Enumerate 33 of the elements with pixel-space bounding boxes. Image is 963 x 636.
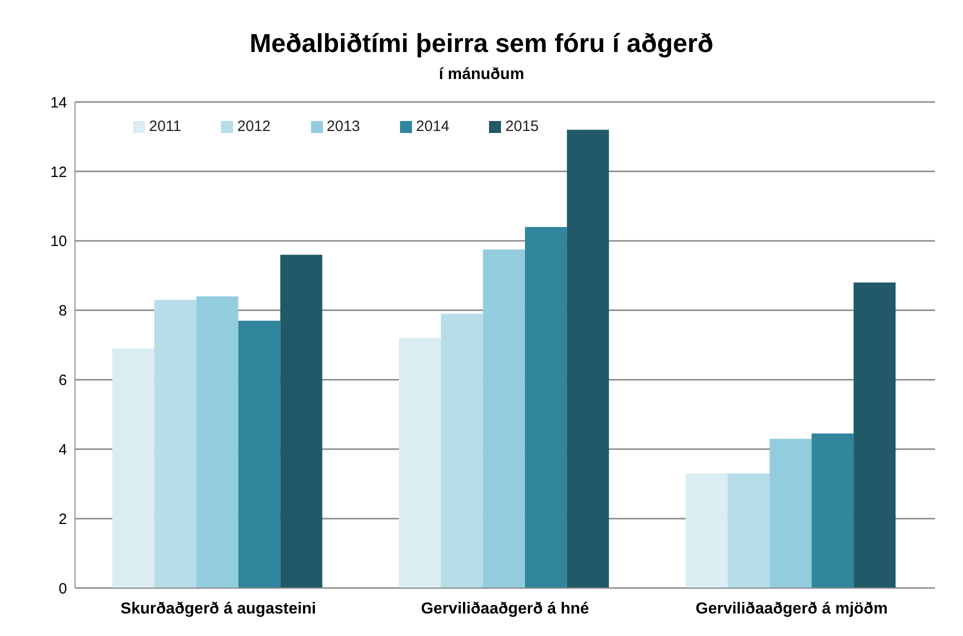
y-tick-label: 14 xyxy=(50,94,67,112)
legend-label: 2015 xyxy=(505,118,539,135)
legend-label: 2012 xyxy=(237,118,271,135)
bar xyxy=(196,296,238,588)
x-tick-label: Gerviliðaaðgerð á hné xyxy=(420,600,590,618)
y-tick-label: 8 xyxy=(58,302,67,320)
bar xyxy=(440,314,483,588)
y-tick-label: 12 xyxy=(50,164,67,181)
bar xyxy=(686,473,728,588)
bar xyxy=(524,226,567,588)
bar xyxy=(812,434,854,588)
bar xyxy=(566,130,609,588)
bar xyxy=(728,473,770,588)
legend-label: 2013 xyxy=(326,118,360,135)
chart-title: Meðalbiðtími þeirra sem fóru í aðgerð xyxy=(248,28,714,59)
y-tick-label: 6 xyxy=(58,372,67,390)
bar xyxy=(854,282,896,588)
y-tick-label: 2 xyxy=(58,510,67,528)
y-tick-label: 0 xyxy=(58,580,67,598)
bar xyxy=(398,338,441,588)
y-tick-label: 10 xyxy=(50,233,67,250)
bar xyxy=(112,348,154,588)
bar xyxy=(482,250,525,588)
y-tick-label: 4 xyxy=(58,441,67,458)
bar xyxy=(238,320,280,588)
legend-label: 2011 xyxy=(149,118,182,135)
x-tick-label: Skurðaðgerð á augasteini xyxy=(120,600,316,618)
bar xyxy=(154,300,196,588)
legend-label: 2014 xyxy=(416,118,450,135)
bar xyxy=(770,438,812,588)
chart-subtitle: í mánuðum xyxy=(438,66,526,84)
bar xyxy=(280,254,322,588)
x-tick-label: Gerviliðaaðgerð á mjöðm xyxy=(696,600,888,618)
